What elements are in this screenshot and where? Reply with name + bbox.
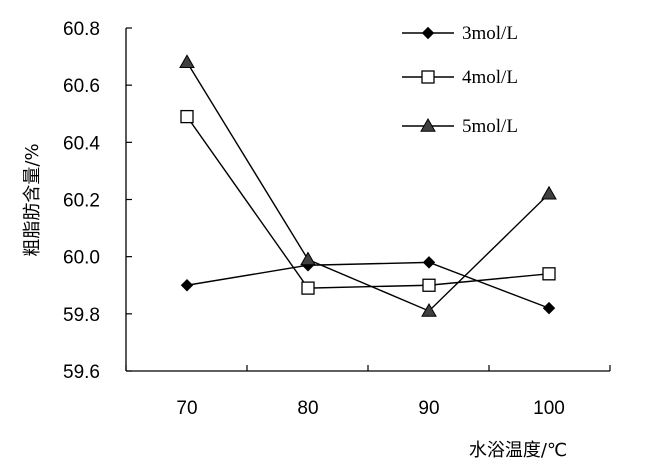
x-tick-label: 100 bbox=[533, 398, 565, 419]
series-line-diamond bbox=[186, 261, 550, 309]
series-line-square bbox=[186, 116, 550, 289]
x-tick-label: 70 bbox=[176, 398, 197, 419]
y-tick-label: 60.8 bbox=[63, 19, 100, 40]
data-point-diamond bbox=[542, 301, 556, 315]
data-point-triangle bbox=[179, 54, 195, 69]
data-point-triangle bbox=[541, 185, 557, 200]
x-tick-label: 90 bbox=[418, 398, 439, 419]
data-point-triangle bbox=[421, 302, 437, 317]
legend-label: 5mol/L bbox=[462, 116, 518, 137]
legend-marker-diamond bbox=[421, 26, 435, 40]
y-axis-label: 粗脂肪含量/% bbox=[22, 143, 43, 256]
data-point-square bbox=[180, 109, 194, 124]
axes: 59.6 59.8 60.0 60.2 60.4 60.6 60.8 70 80 90 100 bbox=[63, 19, 611, 419]
y-tick-label: 59.8 bbox=[63, 305, 100, 326]
data-point-triangle bbox=[300, 251, 316, 266]
data-point-diamond bbox=[180, 279, 194, 292]
y-tick-label: 60.4 bbox=[63, 133, 100, 154]
data-point-diamond bbox=[422, 256, 436, 269]
series-lines bbox=[186, 61, 550, 312]
legend: 3mol/L 4mol/L 5mol/L bbox=[402, 23, 518, 137]
y-tick-label: 60.2 bbox=[63, 191, 100, 212]
legend-label: 4mol/L bbox=[462, 67, 518, 88]
y-tick-label: 60.0 bbox=[63, 248, 100, 269]
data-point-square bbox=[542, 267, 556, 281]
data-point-square bbox=[301, 281, 315, 295]
series-line-triangle bbox=[186, 61, 550, 312]
y-tick-label: 60.6 bbox=[63, 76, 100, 97]
series-markers bbox=[179, 54, 557, 317]
legend-label: 3mol/L bbox=[462, 23, 518, 44]
data-point-square bbox=[422, 278, 436, 292]
x-tick-label: 80 bbox=[297, 398, 318, 419]
legend-marker-triangle bbox=[420, 117, 436, 132]
legend-marker-square bbox=[421, 70, 435, 84]
x-axis-label: 水浴温度/℃ bbox=[469, 440, 567, 461]
y-tick-label: 59.6 bbox=[63, 362, 100, 383]
